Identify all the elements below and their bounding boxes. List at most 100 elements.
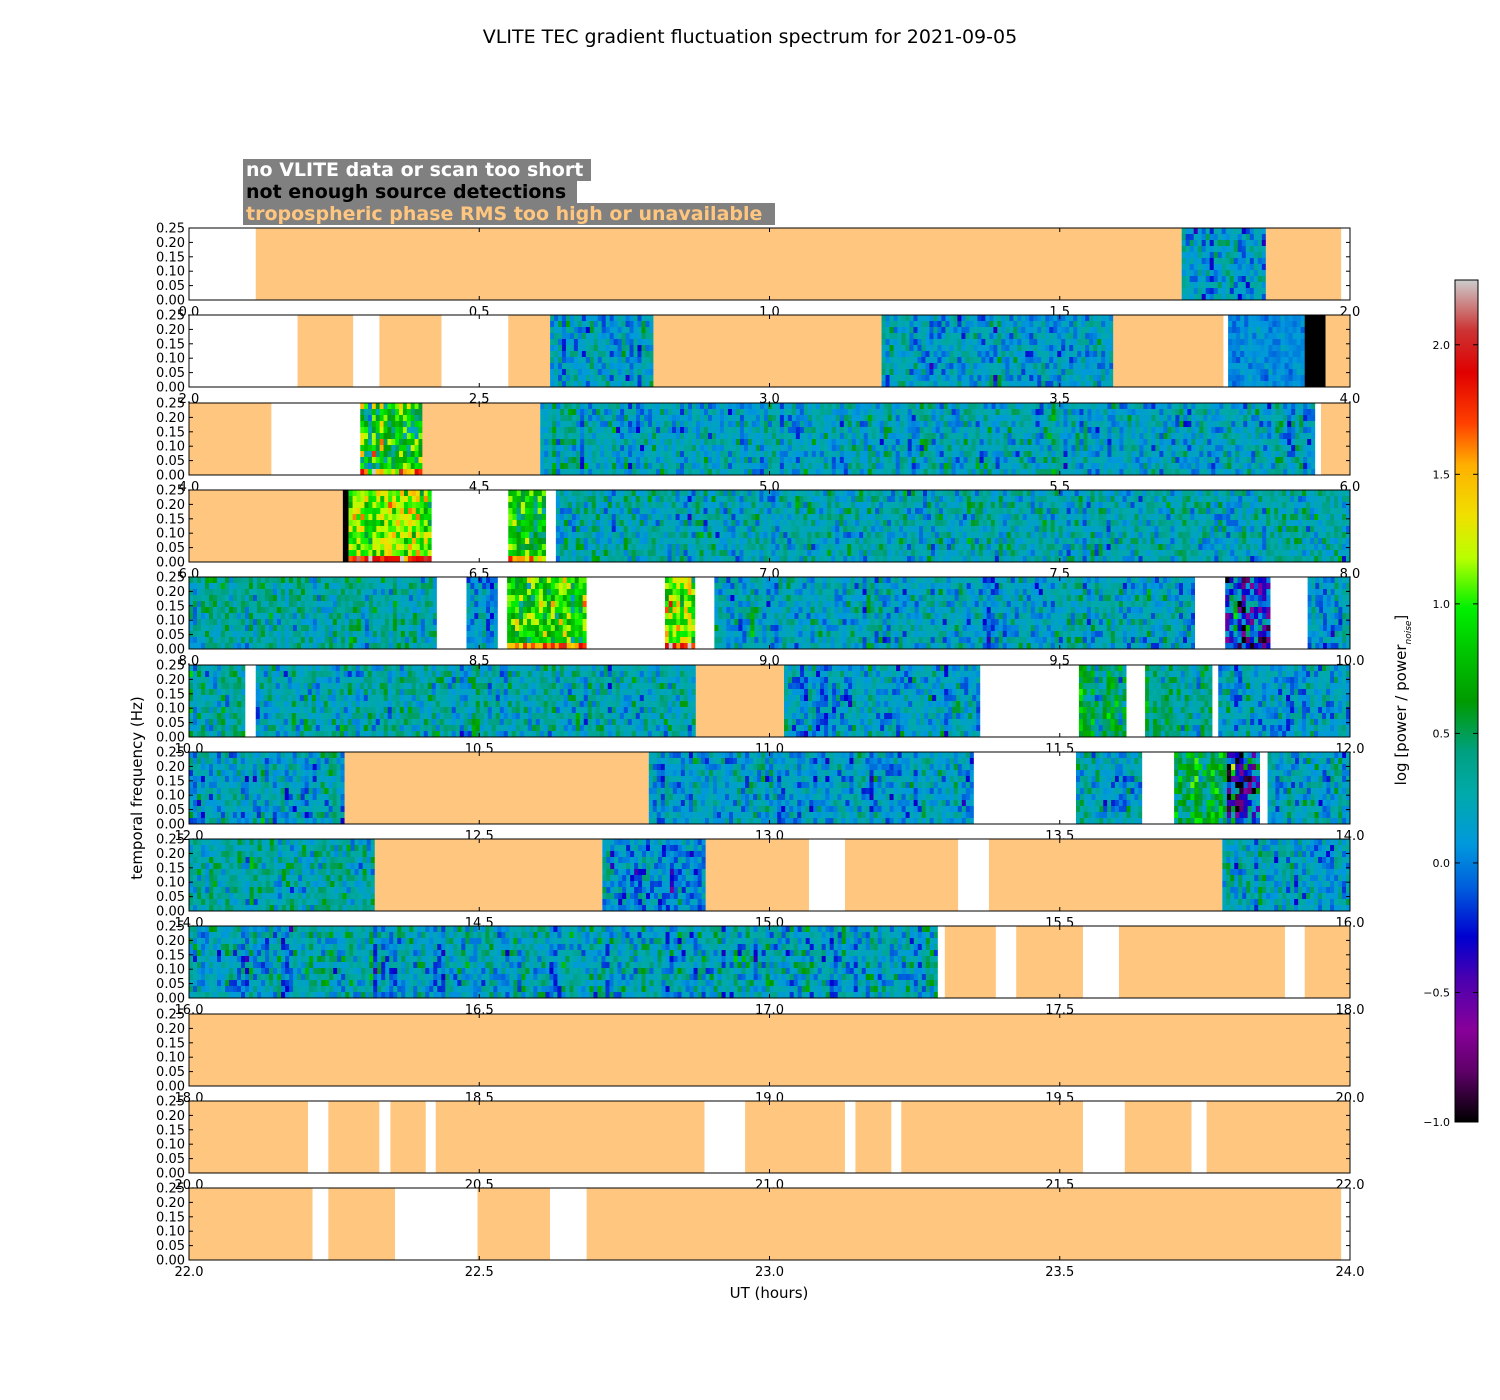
heatmap-cell xyxy=(595,532,601,539)
heatmap-cell xyxy=(1043,439,1048,446)
heatmap-cell xyxy=(1280,339,1285,346)
heatmap-cell xyxy=(1221,294,1227,301)
heatmap-cell xyxy=(1245,294,1251,301)
heatmap-cell xyxy=(1135,421,1140,428)
heatmap-cell xyxy=(887,451,893,458)
heatmap-cell xyxy=(1025,333,1030,340)
flag-segment-nodata xyxy=(189,315,298,387)
heatmap-cell xyxy=(1159,451,1164,458)
heatmap-cell xyxy=(391,427,396,434)
heatmap-cell xyxy=(595,550,601,557)
heatmap-cell xyxy=(1101,327,1106,334)
heatmap-cell xyxy=(1261,228,1267,235)
heatmap-cell xyxy=(885,363,890,370)
heatmap-cell xyxy=(592,445,597,452)
heatmap-cell xyxy=(418,421,423,428)
heatmap-cell xyxy=(779,439,785,446)
heatmap-cell xyxy=(554,369,559,376)
heatmap-cell xyxy=(1231,403,1236,410)
heatmap-cell xyxy=(895,451,901,458)
heatmap-cell xyxy=(929,351,934,358)
heatmap-cell xyxy=(1089,345,1094,352)
heatmap-cell xyxy=(371,403,377,410)
heatmap-cell xyxy=(636,469,641,476)
heatmap-cell xyxy=(564,403,569,410)
heatmap-cell xyxy=(572,439,577,446)
heatmap-cell xyxy=(905,333,910,340)
heatmap-cell xyxy=(985,333,990,340)
heatmap-cell xyxy=(617,333,622,340)
heatmap-cell xyxy=(556,457,561,464)
heatmap-cell xyxy=(419,520,425,527)
heatmap-cell xyxy=(1011,469,1016,476)
heatmap-cell xyxy=(991,445,996,452)
heatmap-cell xyxy=(364,403,369,410)
heatmap-cell xyxy=(1063,421,1068,428)
heatmap-cell xyxy=(1077,327,1082,334)
heatmap-cell xyxy=(941,327,946,334)
heatmap-cell xyxy=(555,532,561,539)
heatmap-cell xyxy=(591,538,597,545)
heatmap-cell xyxy=(423,550,429,557)
heatmap-cell xyxy=(1267,403,1272,410)
heatmap-cell xyxy=(759,409,765,416)
panel-2: 0.000.050.100.150.200.252.0 2.5 3.0 3.5 4.0 xyxy=(156,309,1360,408)
y-tick-label: 0.15 xyxy=(156,425,185,440)
heatmap-cell xyxy=(1061,363,1066,370)
heatmap-cell xyxy=(967,457,973,464)
heatmap-cell xyxy=(867,403,873,410)
heatmap-cell xyxy=(1011,409,1016,416)
heatmap-cell xyxy=(739,457,745,464)
heatmap-cell xyxy=(771,451,777,458)
heatmap-cell xyxy=(1021,375,1026,382)
heatmap-cell xyxy=(1263,439,1268,446)
heatmap-cell xyxy=(388,544,393,551)
heatmap-cell xyxy=(859,445,865,452)
heatmap-cell xyxy=(1300,327,1306,334)
heatmap-cell xyxy=(1183,415,1188,422)
heatmap-cell xyxy=(550,333,555,340)
heatmap-cell xyxy=(1291,439,1296,446)
heatmap-cell xyxy=(572,457,577,464)
heatmap-cell xyxy=(1244,345,1249,352)
heatmap-cell xyxy=(715,403,721,410)
heatmap-cell xyxy=(1081,333,1086,340)
heatmap-cell xyxy=(1005,363,1010,370)
heatmap-cell xyxy=(921,333,926,340)
heatmap-cell xyxy=(516,538,522,545)
heatmap-cell xyxy=(648,445,653,452)
heatmap-cell xyxy=(1191,457,1196,464)
heatmap-cell xyxy=(795,427,801,434)
heatmap-cell xyxy=(555,490,561,497)
heatmap-cell xyxy=(937,315,942,322)
heatmap-cell xyxy=(963,415,969,422)
heatmap-cell xyxy=(684,457,689,464)
heatmap-cell xyxy=(1248,381,1253,388)
heatmap-cell xyxy=(1111,469,1116,476)
heatmap-cell xyxy=(621,321,626,328)
heatmap-cell xyxy=(739,421,745,428)
heatmap-cell xyxy=(731,457,737,464)
heatmap-cell xyxy=(651,514,657,521)
heatmap-cell xyxy=(587,556,593,563)
heatmap-cell xyxy=(1067,403,1072,410)
heatmap-cell xyxy=(1251,409,1256,416)
heatmap-cell xyxy=(645,333,650,340)
heatmap-cell xyxy=(879,469,885,476)
heatmap-cell xyxy=(396,538,401,545)
heatmap-cell xyxy=(612,427,617,434)
heatmap-cell xyxy=(929,339,934,346)
heatmap-cell xyxy=(633,327,638,334)
heatmap-cell xyxy=(1057,375,1062,382)
heatmap-cell xyxy=(1127,451,1132,458)
heatmap-cell xyxy=(715,451,721,458)
heatmap-cell xyxy=(1101,321,1106,328)
heatmap-cell xyxy=(352,502,357,509)
heatmap-cell xyxy=(645,327,650,334)
heatmap-cell xyxy=(1199,403,1204,410)
heatmap-cell xyxy=(583,508,589,515)
heatmap-cell xyxy=(601,363,607,370)
heatmap-cell xyxy=(360,415,365,422)
heatmap-cell xyxy=(1127,445,1132,452)
heatmap-cell xyxy=(1211,409,1216,416)
